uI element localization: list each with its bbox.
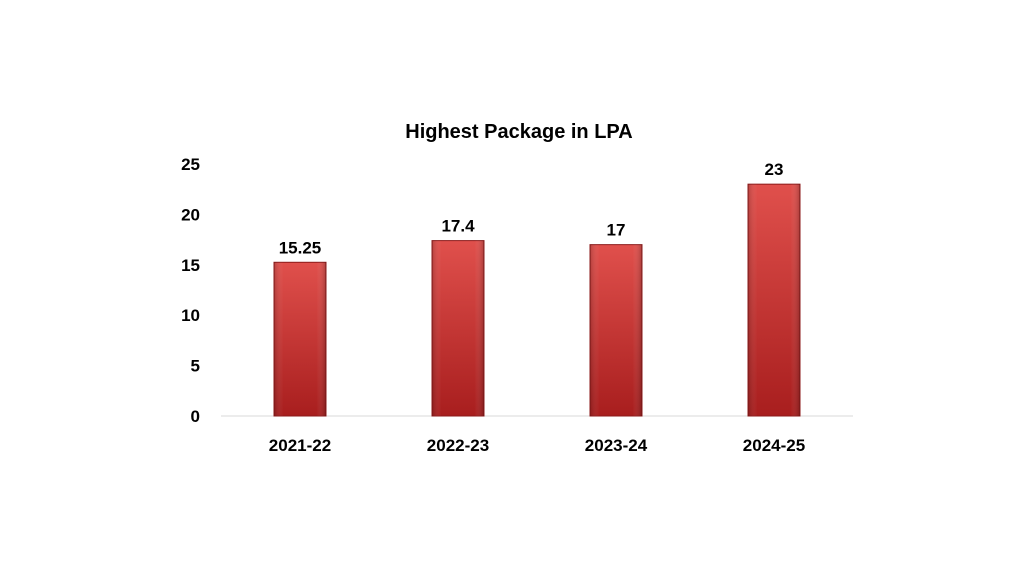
x-tick-label: 2022-23 <box>427 436 489 455</box>
bar <box>589 244 643 417</box>
data-label: 17.4 <box>441 217 475 236</box>
data-label: 23 <box>765 160 784 179</box>
chart-title: Highest Package in LPA <box>405 121 632 143</box>
y-axis-ticks: 0 5 10 15 20 25 <box>181 155 200 426</box>
data-label: 15.25 <box>279 238 322 257</box>
bar-shine <box>432 240 484 416</box>
bar <box>273 261 327 417</box>
x-axis-ticks: 2021-22 2022-23 2023-24 2024-25 <box>269 436 805 455</box>
data-label: 17 <box>607 221 626 240</box>
data-labels: 15.25 17.4 17 23 <box>279 160 784 257</box>
bar-shine <box>590 244 642 416</box>
bar <box>431 240 485 417</box>
y-tick-label: 5 <box>191 357 200 376</box>
x-tick-label: 2024-25 <box>743 436 805 455</box>
y-tick-label: 10 <box>181 306 200 325</box>
bar <box>747 183 801 417</box>
x-tick-label: 2023-24 <box>585 436 648 455</box>
y-tick-label: 25 <box>181 155 200 174</box>
y-tick-label: 15 <box>181 256 200 275</box>
x-tick-label: 2021-22 <box>269 436 331 455</box>
bar-shine <box>274 262 326 416</box>
bar-shine <box>748 184 800 416</box>
y-tick-label: 20 <box>181 205 200 224</box>
bar-series <box>273 183 801 417</box>
y-tick-label: 0 <box>191 407 200 426</box>
